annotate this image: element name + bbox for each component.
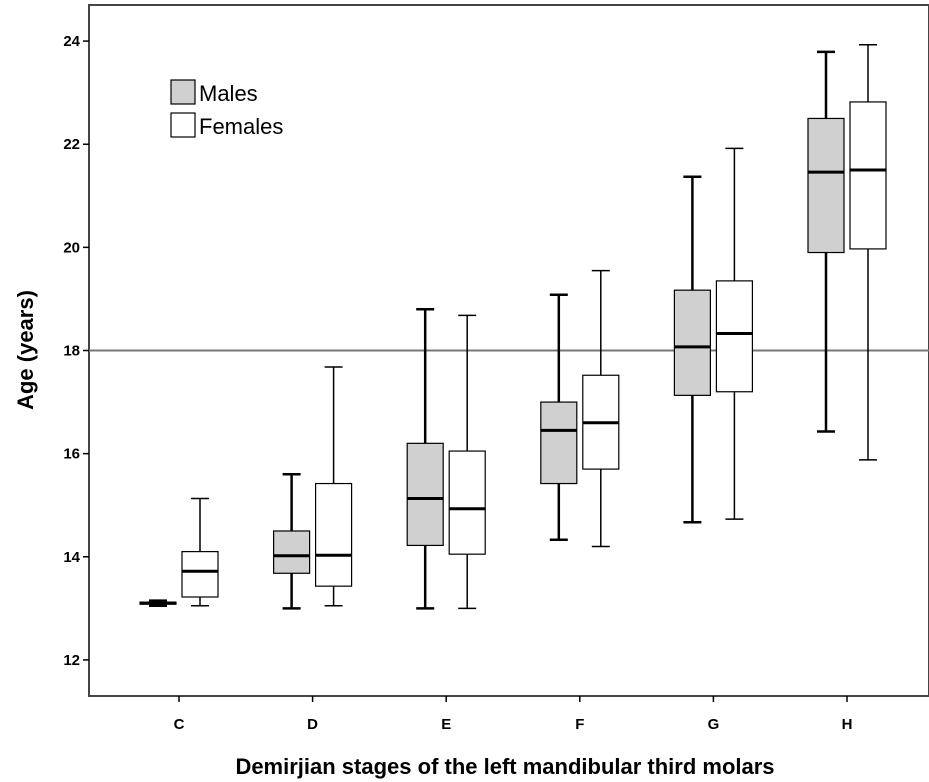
y-tick-label: 18 [63, 343, 80, 360]
iqr-box [406, 442, 444, 547]
y-tick-label: 24 [63, 33, 80, 50]
iqr-box [673, 289, 712, 396]
box-females-C [181, 497, 219, 607]
x-axis-title: Demirjian stages of the left mandibular … [235, 754, 774, 779]
iqr-box [715, 280, 754, 393]
y-tick-label: 14 [63, 549, 80, 566]
box-males-G [673, 175, 712, 524]
legend-swatch-females [170, 112, 196, 138]
iqr-box [315, 482, 353, 587]
legend-label-males: Males [199, 81, 258, 106]
legend-swatch-males [170, 79, 196, 105]
box-males-C [139, 599, 177, 608]
iqr-box [849, 101, 887, 250]
box-males-D [273, 473, 311, 610]
box-males-E [406, 307, 444, 610]
y-axis-title: Age (years) [13, 290, 38, 410]
x-tick-label: C [174, 716, 185, 733]
y-tick-label: 22 [63, 136, 80, 153]
iqr-box [181, 551, 219, 598]
x-tick-label: H [842, 716, 853, 733]
iqr-box [273, 530, 311, 574]
y-tick-label: 20 [63, 239, 80, 256]
iqr-box [540, 401, 578, 485]
box-females-G [715, 147, 754, 520]
box-females-H [849, 43, 887, 461]
x-tick-label: E [441, 716, 451, 733]
box-males-F [540, 293, 578, 542]
box-females-F [582, 269, 620, 548]
iqr-box [807, 117, 845, 254]
iqr-box [448, 450, 486, 555]
box-males-H [807, 50, 845, 433]
box-females-E [448, 314, 486, 610]
box-females-D [315, 366, 353, 607]
legend-label-females: Females [199, 114, 283, 139]
x-tick-label: D [307, 716, 318, 733]
x-tick-label: G [708, 716, 720, 733]
y-tick-label: 12 [63, 652, 80, 669]
x-tick-label: F [575, 716, 584, 733]
y-tick-label: 16 [63, 446, 80, 463]
